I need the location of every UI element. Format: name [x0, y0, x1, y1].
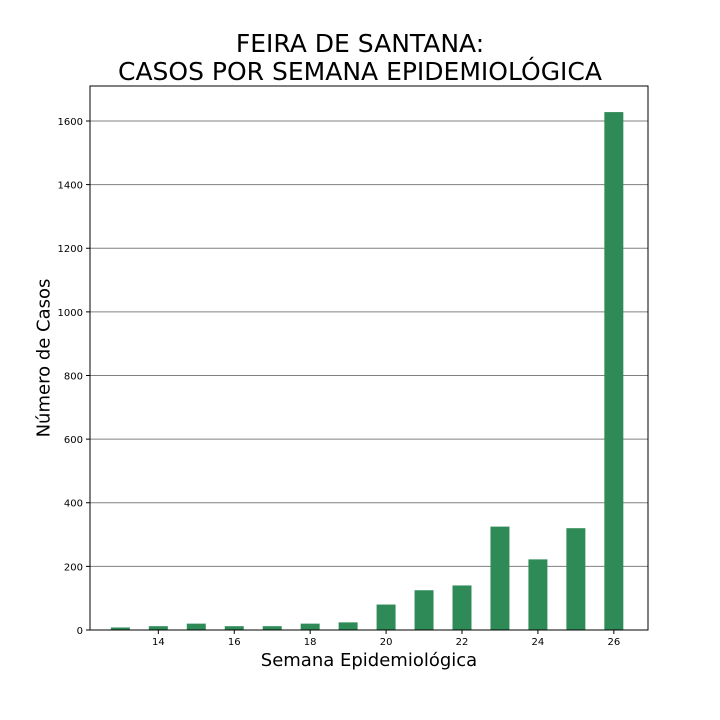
- bar: [262, 626, 282, 630]
- x-tick-label: 22: [456, 637, 469, 648]
- y-tick-label: 0: [77, 626, 83, 637]
- y-tick-label: 1600: [58, 117, 83, 128]
- x-tick-label: 18: [304, 637, 317, 648]
- chart-title: FEIRA DE SANTANA: CASOS POR SEMANA EPIDE…: [0, 30, 720, 86]
- chart-title-line-2: CASOS POR SEMANA EPIDEMIOLÓGICA: [117, 57, 602, 86]
- y-tick-label: 1400: [58, 181, 83, 192]
- plot-frame: [89, 85, 649, 631]
- y-axis-label: Número de Casos: [33, 278, 55, 438]
- bar: [338, 622, 358, 630]
- bar: [148, 626, 168, 630]
- bar: [528, 559, 548, 630]
- y-tick-label: 200: [64, 562, 83, 573]
- bar: [110, 627, 130, 630]
- x-axis-label: Semana Epidemiológica: [260, 650, 478, 671]
- x-tick-label: 14: [152, 637, 165, 648]
- x-tick-label: 16: [228, 637, 241, 648]
- bar: [566, 528, 586, 630]
- bar: [376, 604, 396, 630]
- y-tick-label: 600: [64, 435, 83, 446]
- x-tick-label: 24: [532, 637, 545, 648]
- bar: [490, 526, 510, 630]
- y-tick-label: 400: [64, 499, 83, 510]
- y-tick-label: 1200: [58, 244, 83, 255]
- y-tick-label: 800: [64, 371, 83, 382]
- bar: [414, 590, 434, 630]
- x-tick-label: 26: [607, 637, 620, 648]
- bar: [186, 623, 206, 630]
- bar: [224, 626, 244, 630]
- chart-title-line-1: FEIRA DE SANTANA:: [235, 29, 485, 58]
- bar: [604, 112, 624, 630]
- bar: [452, 585, 472, 630]
- bar: [300, 623, 320, 630]
- x-tick-label: 20: [380, 637, 393, 648]
- y-tick-label: 1000: [58, 308, 83, 319]
